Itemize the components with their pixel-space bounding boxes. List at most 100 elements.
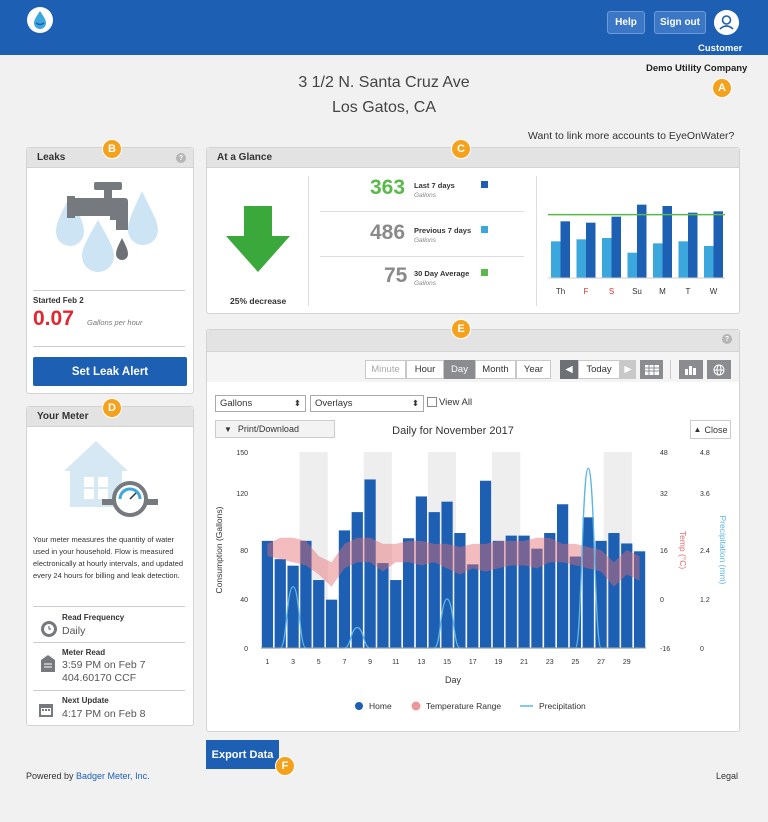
daily-bar (313, 580, 325, 648)
meter-divider-1 (33, 606, 185, 607)
temp-tick-label: -16 (660, 646, 670, 653)
legend-home-marker (355, 702, 363, 710)
meter-read-time: 3:59 PM on Feb 7 (62, 659, 146, 671)
daily-bar (569, 556, 582, 648)
glance-separator-2 (536, 176, 537, 306)
glance-bar-current (611, 216, 621, 278)
tab-hour[interactable]: Hour (406, 360, 444, 379)
meter-title: Your Meter (37, 411, 89, 422)
chevron-right-icon: ▶ (624, 364, 632, 375)
callout-marker-f: F (275, 756, 295, 776)
daily-bar (518, 535, 530, 648)
temperature-range-band (267, 537, 640, 587)
y-tick-label: 40 (240, 597, 248, 604)
top-navbar (0, 0, 768, 55)
meter-description: Your meter measures the quantity of wate… (33, 535, 184, 580)
x-tick-label: 1 (265, 659, 269, 666)
x-tick-label: 23 (546, 659, 554, 666)
daily-bar (325, 599, 338, 648)
select-arrows-icon: ⬍ (293, 398, 301, 408)
user-name: Customer (698, 43, 743, 54)
x-tick-label: 29 (623, 659, 631, 666)
link-accounts-link[interactable]: Want to link more accounts to EyeOnWater… (528, 130, 735, 142)
x-tick-label: 17 (469, 659, 477, 666)
glance-bar-current (637, 204, 647, 278)
glance-header: At a Glance (207, 148, 739, 168)
print-download-label: Print/Download (237, 424, 299, 434)
view-all-label: View All (439, 397, 473, 408)
stat-divider (320, 256, 524, 257)
glance-bar-previous (653, 243, 663, 278)
set-leak-alert-button[interactable]: Set Leak Alert (33, 357, 187, 386)
x-axis-label: Day (445, 675, 462, 685)
glance-bar-previous (602, 238, 612, 278)
daily-bar (274, 559, 286, 648)
badger-meter-link[interactable]: Badger Meter, Inc. (76, 771, 150, 781)
y-tick-label: 80 (240, 548, 248, 555)
map-view-button[interactable] (707, 360, 731, 379)
glance-separator-1 (308, 176, 309, 306)
export-data-button[interactable]: Export Data (206, 740, 279, 769)
daily-bar (402, 538, 415, 648)
overlays-select[interactable]: Overlays ⬍ (310, 395, 424, 412)
stat-label: Last 7 days (414, 181, 455, 190)
callout-marker-e: E (451, 319, 471, 339)
daily-bar (608, 533, 620, 648)
temp-axis-label: Temp (°C) (678, 531, 688, 570)
x-tick-label: 21 (520, 659, 528, 666)
units-select[interactable]: Gallons ⬍ (215, 395, 306, 412)
triangle-down-icon: ▼ (224, 424, 232, 434)
x-tick-label: 15 (443, 659, 451, 666)
glance-bar-previous (627, 252, 637, 278)
sign-out-button[interactable]: Sign out (654, 11, 706, 34)
temp-tick-label: 0 (660, 597, 664, 604)
tab-month[interactable]: Month (475, 360, 516, 379)
daily-bar (454, 533, 466, 648)
glance-bar-previous (704, 246, 714, 278)
glance-bar-current (688, 212, 698, 278)
temp-tick-label: 32 (660, 491, 668, 498)
leaks-help-icon[interactable]: ? (176, 153, 186, 163)
usage-help-icon[interactable]: ? (722, 334, 732, 344)
precip-tick-label: 4.8 (700, 450, 710, 457)
eyeonwater-logo[interactable] (26, 6, 54, 34)
daily-bar (351, 512, 363, 648)
tab-day[interactable]: Day (444, 360, 475, 379)
glance-bar-previous (551, 241, 561, 278)
next-day-button[interactable]: ▶ (620, 360, 636, 379)
stat-swatch (481, 269, 488, 276)
bar-chart-view-button[interactable] (679, 360, 703, 379)
decrease-arrow-icon (226, 206, 290, 272)
read-frequency-label: Read Frequency (62, 613, 125, 622)
daily-bar (505, 535, 517, 648)
stat-label: Previous 7 days (414, 226, 472, 235)
prev-day-button[interactable]: ◀ (560, 360, 578, 379)
y-tick-label: 0 (244, 646, 248, 653)
calendar-picker-button[interactable] (640, 360, 663, 379)
tab-minute[interactable]: Minute (365, 360, 406, 379)
x-tick-label: 13 (418, 659, 426, 666)
glance-bar-previous (576, 239, 586, 278)
glance-bar-current (662, 206, 672, 278)
leaks-panel: Leaks (26, 147, 194, 394)
legend-temperature-marker (411, 701, 421, 711)
tab-year[interactable]: Year (516, 360, 551, 379)
user-avatar-icon[interactable] (714, 10, 739, 35)
powered-by-text: Powered by (26, 771, 77, 781)
help-button[interactable]: Help (607, 11, 645, 34)
stat-value: 75 (384, 264, 408, 287)
calendar-grid-icon (644, 364, 659, 375)
glance-bar-current (586, 222, 596, 278)
daily-bar (467, 564, 479, 648)
house-meter-icon (64, 441, 158, 517)
legal-link[interactable]: Legal (716, 771, 739, 781)
stat-label: 30 Day Average (414, 269, 470, 278)
print-download-button[interactable]: ▼ Print/Download (215, 420, 335, 438)
close-chart-button[interactable]: ▲ Close (690, 420, 731, 439)
daily-bar (556, 504, 569, 648)
x-tick-label: 9 (368, 659, 372, 666)
temp-tick-label: 16 (660, 548, 668, 555)
view-all-checkbox[interactable] (427, 397, 437, 407)
today-button[interactable]: Today (578, 360, 620, 379)
daily-bar (415, 496, 428, 648)
